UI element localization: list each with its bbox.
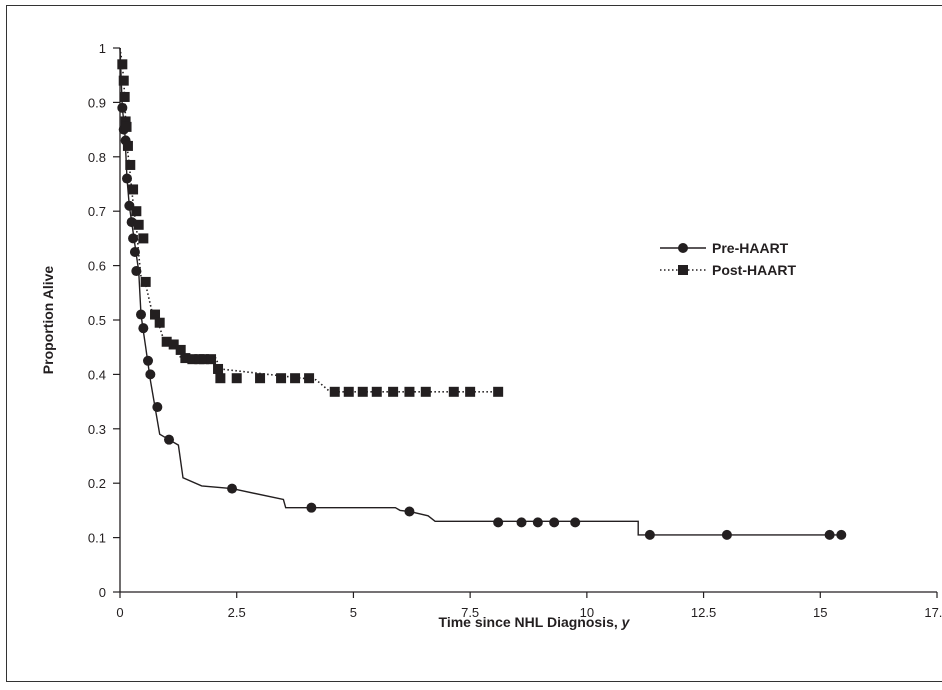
data-point-pre-haart (570, 517, 581, 528)
data-point-post-haart (304, 373, 315, 384)
data-point-post-haart (206, 354, 217, 365)
data-point-post-haart (121, 121, 132, 132)
data-point-post-haart (420, 386, 431, 397)
y-tick-label: 0.2 (88, 476, 106, 491)
x-tick-label: 12.5 (691, 605, 716, 620)
data-point-post-haart (388, 386, 399, 397)
data-point-post-haart (290, 373, 301, 384)
data-point-pre-haart (516, 517, 527, 528)
data-point-pre-haart (152, 402, 163, 413)
data-point-post-haart (138, 233, 149, 244)
series-line-post-haart (119, 47, 499, 393)
x-axis-label: Time since NHL Diagnosis, y (439, 614, 631, 630)
data-point-post-haart (371, 386, 382, 397)
y-tick-label: 0.5 (88, 313, 106, 328)
y-tick-label: 0.1 (88, 531, 106, 546)
data-point-post-haart (125, 159, 136, 170)
legend-marker-pre-haart (678, 243, 688, 253)
data-point-post-haart (276, 373, 287, 384)
legend-label-pre-haart: Pre-HAART (712, 240, 789, 256)
data-point-pre-haart (306, 502, 317, 513)
data-point-pre-haart (644, 529, 655, 540)
x-tick-label: 10 (580, 605, 594, 620)
y-axis-label: Proportion Alive (40, 266, 56, 375)
y-tick-label: 0.7 (88, 204, 106, 219)
data-point-post-haart (119, 91, 130, 102)
y-tick-label: 0.6 (88, 259, 106, 274)
data-point-pre-haart (145, 369, 156, 380)
y-tick-label: 0 (99, 585, 106, 600)
data-point-post-haart (131, 206, 142, 217)
data-point-pre-haart (129, 247, 140, 257)
data-point-post-haart (448, 386, 459, 397)
data-point-post-haart (465, 386, 476, 397)
data-point-post-haart (117, 59, 128, 70)
x-axis-label-unit: y (621, 614, 631, 630)
chart-series-markers (117, 59, 847, 540)
data-point-post-haart (343, 386, 354, 397)
y-tick-label: 0.8 (88, 150, 106, 165)
data-point-pre-haart (721, 529, 732, 540)
chart-ticks: 0 2.5 5 7.5 10 12.5 15 17.5 0 0.1 0.2 0.3 0.4 0.5 0.6 0… (88, 41, 942, 620)
data-point-pre-haart (164, 434, 175, 445)
data-point-pre-haart (493, 517, 504, 528)
data-point-post-haart (150, 309, 161, 320)
x-tick-label: 7.5 (461, 605, 479, 620)
data-point-post-haart (329, 386, 340, 397)
data-point-pre-haart (227, 483, 238, 494)
data-point-post-haart (357, 386, 368, 397)
data-point-pre-haart (824, 529, 835, 540)
data-point-post-haart (255, 373, 266, 384)
data-point-pre-haart (122, 173, 133, 184)
x-tick-label: 15 (813, 605, 827, 620)
data-point-pre-haart (136, 309, 147, 320)
x-tick-label: 2.5 (228, 605, 246, 620)
y-tick-label: 0.4 (88, 367, 106, 382)
data-point-pre-haart (131, 266, 142, 277)
x-tick-label: 5 (350, 605, 357, 620)
data-point-pre-haart (138, 323, 149, 334)
data-point-post-haart (180, 353, 191, 364)
data-point-post-haart (161, 336, 172, 347)
data-point-post-haart (120, 116, 131, 127)
chart-series-lines (119, 47, 844, 536)
legend-label-post-haart: Post-HAART (712, 262, 796, 278)
data-point-post-haart (128, 184, 139, 195)
data-point-post-haart (187, 354, 198, 365)
data-point-pre-haart (117, 102, 128, 113)
data-point-pre-haart (836, 529, 847, 540)
y-tick-label: 1 (99, 41, 106, 56)
x-tick-label: 17.5 (924, 605, 942, 620)
x-tick-label: 0 (116, 605, 123, 620)
data-point-pre-haart (128, 233, 139, 244)
x-axis-label-text: Time since NHL Diagnosis, (439, 614, 622, 630)
data-point-post-haart (231, 373, 242, 384)
data-point-post-haart (118, 75, 129, 86)
data-point-post-haart (493, 386, 504, 397)
data-point-pre-haart (143, 355, 154, 366)
y-tick-label: 0.9 (88, 95, 106, 110)
legend-marker-post-haart (678, 265, 688, 275)
data-point-post-haart (133, 219, 144, 230)
series-line-pre-haart (119, 47, 844, 536)
data-point-post-haart (404, 386, 415, 397)
data-point-post-haart (122, 140, 133, 151)
chart-legend: Pre-HAART Post-HAART (660, 240, 796, 278)
data-point-post-haart (140, 276, 151, 287)
y-tick-label: 0.3 (88, 422, 106, 437)
figure-frame (6, 5, 942, 682)
data-point-post-haart (213, 363, 224, 374)
data-point-post-haart (215, 373, 226, 384)
data-point-pre-haart (532, 517, 543, 528)
data-point-pre-haart (404, 506, 415, 517)
data-point-post-haart (199, 354, 210, 365)
data-point-post-haart (175, 344, 186, 355)
data-point-post-haart (168, 339, 179, 350)
chart-axes (119, 48, 937, 593)
data-point-post-haart (154, 317, 165, 328)
data-point-pre-haart (549, 517, 560, 528)
